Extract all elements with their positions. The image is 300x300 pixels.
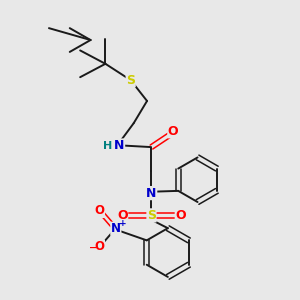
Text: −: −	[89, 243, 97, 253]
Text: H: H	[103, 140, 112, 151]
Text: N: N	[146, 187, 157, 200]
Text: S: S	[147, 209, 156, 222]
Text: O: O	[168, 125, 178, 138]
Text: N: N	[114, 139, 124, 152]
Text: O: O	[94, 204, 104, 218]
Text: O: O	[117, 209, 128, 222]
Text: S: S	[126, 74, 135, 87]
Text: +: +	[118, 219, 126, 228]
Text: O: O	[94, 240, 104, 253]
Text: N: N	[111, 222, 121, 235]
Text: O: O	[175, 209, 186, 222]
